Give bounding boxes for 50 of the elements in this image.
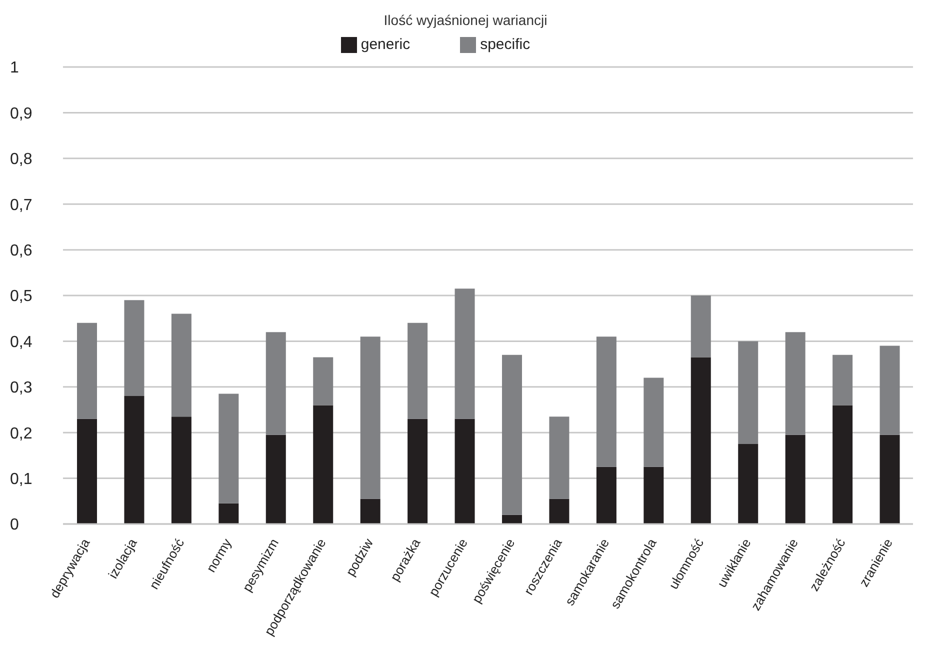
bar: [785, 332, 806, 435]
y-tick-label: 0: [10, 516, 19, 534]
bar: [218, 503, 239, 524]
bar: [502, 514, 522, 524]
bar: [313, 405, 334, 524]
bar: [596, 336, 616, 467]
bar: [690, 296, 711, 358]
bar: [596, 466, 616, 524]
y-tick-label: 0,6: [10, 242, 32, 260]
bar: [77, 322, 97, 419]
bar: [738, 341, 758, 444]
y-tick-label: 0,5: [10, 288, 32, 306]
bar: [360, 498, 380, 524]
bar: [124, 300, 144, 396]
bar: [266, 434, 286, 524]
y-tick-label: 0,7: [10, 196, 32, 214]
bar: [313, 357, 334, 406]
bar: [785, 434, 806, 524]
bar: [644, 378, 664, 467]
y-tick-label: 0,8: [10, 151, 32, 168]
bar: [77, 418, 97, 524]
bar: [644, 466, 664, 524]
bar: [171, 314, 192, 417]
legend-label: specific: [480, 36, 530, 53]
y-tick-label: 1: [10, 60, 19, 77]
bar: [832, 354, 853, 406]
bar: [832, 405, 853, 524]
bar: [218, 394, 239, 504]
bar: [171, 416, 192, 524]
y-tick-label: 0,2: [10, 425, 32, 442]
bar: [880, 346, 900, 435]
y-tick-label: 0,1: [10, 470, 32, 488]
bar: [880, 434, 900, 524]
legend-label: generic: [360, 36, 410, 53]
bar: [738, 444, 758, 524]
y-tick-label: 0,9: [10, 105, 32, 122]
chart-title: Ilość wyjaśnionej wariancji: [382, 11, 548, 30]
bar: [454, 418, 475, 524]
y-tick-label: 0,3: [10, 380, 32, 397]
bar: [502, 354, 522, 515]
bar: [549, 416, 570, 499]
bar: [408, 418, 428, 524]
bar: [408, 322, 428, 419]
y-tick-label: 0,4: [10, 334, 32, 351]
bar: [124, 396, 144, 524]
bar: [454, 288, 475, 419]
bar: [690, 357, 711, 524]
bar: [266, 332, 286, 435]
bar: [549, 498, 570, 524]
bar: [360, 336, 380, 499]
